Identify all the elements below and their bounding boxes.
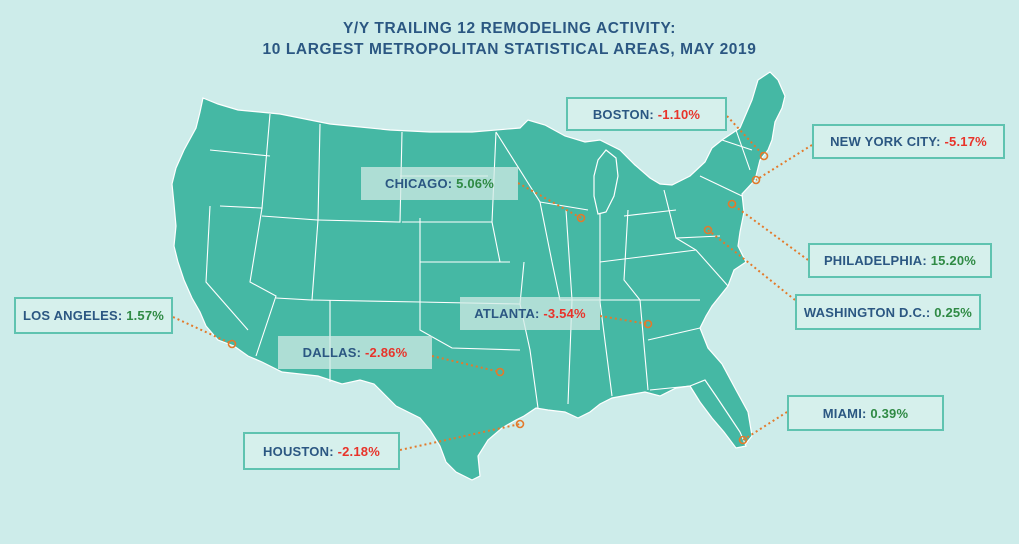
label-new-york-city: NEW YORK CITY: -5.17%	[812, 124, 1005, 159]
marker-houston	[515, 419, 525, 429]
metro-name: BOSTON:	[592, 106, 654, 122]
metro-value: 15.20%	[930, 253, 977, 268]
label-los-angeles: LOS ANGELES: 1.57%	[14, 297, 173, 334]
leader-dallas	[431, 355, 501, 373]
marker-washington	[703, 225, 713, 235]
label-philadelphia: PHILADELPHIA: 15.20%	[808, 243, 992, 278]
michigan	[593, 149, 619, 215]
metro-name: DALLAS:	[302, 345, 362, 360]
metro-value: -5.17%	[944, 134, 987, 149]
leader-houston	[399, 423, 521, 451]
chart-title-line2: 10 LARGEST METROPOLITAN STATISTICAL AREA…	[262, 41, 757, 58]
label-washington-dc: WASHINGTON D.C.: 0.25%	[795, 294, 981, 330]
label-chicago: CHICAGO: 5.06%	[361, 167, 518, 200]
marker-miami	[738, 435, 748, 445]
metro-name: NEW YORK CITY:	[830, 134, 941, 149]
metro-value: -3.54%	[543, 306, 586, 321]
label-miami: MIAMI: 0.39%	[787, 395, 944, 431]
marker-dallas	[495, 367, 505, 377]
metro-name: CHICAGO:	[384, 176, 453, 191]
metro-value: 5.06%	[456, 176, 494, 191]
metro-name: ATLANTA:	[474, 306, 540, 321]
leader-boston	[726, 115, 765, 157]
marker-chicago	[576, 213, 586, 223]
metro-value: 1.57%	[126, 308, 165, 323]
label-atlanta: ATLANTA: -3.54%	[460, 297, 600, 330]
marker-nyc	[751, 175, 761, 185]
metro-name: WASHINGTON D.C.:	[803, 304, 931, 320]
metro-name: PHILADELPHIA:	[823, 253, 927, 268]
leader-atlanta	[599, 315, 649, 325]
marker-philadelphia	[727, 199, 737, 209]
chart-title-line1: Y/Y TRAILING 12 REMODELING ACTIVITY:	[342, 20, 677, 37]
leader-miami	[742, 411, 788, 441]
metro-name: LOS ANGELES:	[22, 308, 123, 323]
leader-washington	[707, 229, 796, 301]
florida-peninsula	[689, 379, 747, 449]
label-houston: HOUSTON: -2.18%	[243, 432, 400, 470]
marker-la	[227, 339, 237, 349]
leader-chicago	[517, 182, 582, 219]
leader-philadelphia	[731, 203, 809, 261]
metro-value: 0.25%	[934, 304, 973, 320]
leader-nyc	[755, 144, 813, 181]
marker-boston	[759, 151, 769, 161]
label-boston: BOSTON: -1.10%	[566, 97, 727, 131]
marker-atlanta	[643, 319, 653, 329]
metro-name: MIAMI:	[822, 405, 867, 421]
leader-la	[172, 316, 233, 345]
metro-name: HOUSTON:	[263, 443, 334, 459]
label-dallas: DALLAS: -2.86%	[278, 336, 432, 369]
state-borders	[205, 113, 753, 409]
metro-value: 0.39%	[870, 405, 909, 421]
metro-value: -1.10%	[657, 106, 701, 122]
metro-value: -2.18%	[337, 443, 380, 459]
metro-value: -2.86%	[364, 345, 408, 360]
